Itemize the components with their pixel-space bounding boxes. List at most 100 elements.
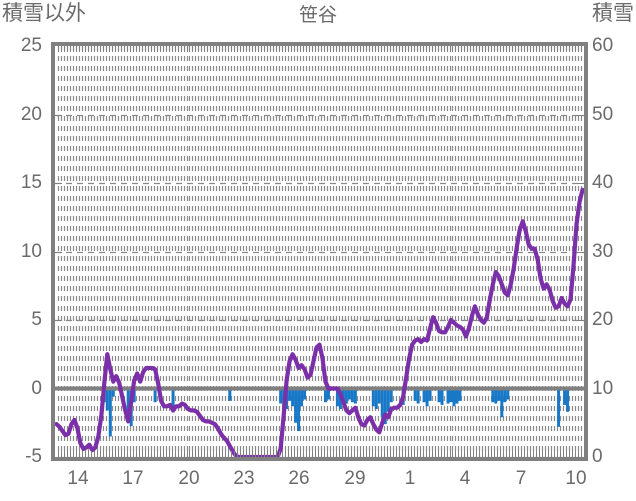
- x-tick-mark-bottom: [222, 451, 223, 457]
- x-tick-mark-top: [213, 46, 214, 52]
- x-tick-mark-bottom: [169, 451, 170, 457]
- y-tick-mark-right: [577, 320, 584, 321]
- x-tick-mark-top: [225, 46, 226, 52]
- x-tick-mark-bottom: [261, 451, 262, 457]
- x-tick-mark-bottom: [518, 451, 519, 457]
- x-tick-mark-bottom: [545, 451, 546, 457]
- x-axis-tick-label: 23: [233, 468, 255, 489]
- x-tick-mark-bottom: [578, 451, 579, 457]
- x-tick-mark-top: [530, 46, 531, 52]
- x-tick-mark-bottom: [563, 451, 564, 457]
- x-tick-mark-top: [417, 46, 418, 52]
- x-tick-mark-top: [441, 46, 442, 52]
- y-axis-left-tick-label: 10: [20, 240, 42, 262]
- x-tick-mark-bottom: [130, 451, 131, 457]
- x-tick-mark-bottom: [530, 451, 531, 457]
- x-tick-mark-top: [399, 46, 400, 52]
- x-tick-mark-top: [201, 46, 202, 52]
- x-tick-mark-bottom: [572, 451, 573, 457]
- x-tick-mark-bottom: [279, 451, 280, 457]
- y-tick-mark-left: [55, 183, 62, 184]
- x-tick-mark-top: [470, 46, 471, 52]
- x-tick-mark-bottom: [345, 451, 346, 457]
- x-tick-mark-bottom: [435, 451, 436, 457]
- x-tick-mark-top: [572, 46, 573, 52]
- x-tick-mark-top: [366, 46, 367, 52]
- x-tick-mark-top: [312, 46, 313, 52]
- x-tick-mark-bottom: [142, 451, 143, 457]
- x-tick-mark-top: [575, 46, 576, 52]
- x-tick-mark-top: [297, 46, 298, 52]
- x-tick-mark-top: [381, 46, 382, 52]
- x-tick-mark-bottom: [160, 451, 161, 457]
- x-tick-mark-top: [148, 46, 149, 52]
- x-tick-mark-top: [264, 46, 265, 52]
- x-tick-mark-top: [288, 46, 289, 52]
- y-tick-mark-right: [577, 115, 584, 116]
- x-tick-mark-top: [318, 46, 319, 52]
- x-tick-mark-top: [375, 46, 376, 52]
- x-tick-mark-bottom: [118, 451, 119, 457]
- x-tick-mark-top: [178, 46, 179, 52]
- x-tick-mark-bottom: [408, 451, 409, 457]
- x-tick-mark-top: [273, 46, 274, 52]
- x-tick-mark-top: [408, 46, 409, 52]
- x-tick-mark-top: [378, 46, 379, 52]
- x-tick-mark-bottom: [342, 451, 343, 457]
- x-tick-mark-bottom: [423, 451, 424, 457]
- x-tick-mark-top: [79, 46, 80, 52]
- x-tick-mark-top: [414, 46, 415, 52]
- x-tick-mark-bottom: [414, 451, 415, 457]
- x-tick-mark-top: [450, 46, 451, 52]
- x-tick-mark-top: [438, 46, 439, 52]
- x-tick-mark-top: [342, 46, 343, 52]
- x-tick-mark-top: [476, 46, 477, 52]
- x-tick-mark-top: [234, 46, 235, 52]
- x-tick-mark-bottom: [381, 451, 382, 457]
- x-tick-mark-top: [491, 46, 492, 52]
- x-tick-mark-top: [70, 46, 71, 52]
- x-tick-mark-top: [467, 46, 468, 52]
- x-tick-mark-top: [324, 46, 325, 52]
- x-tick-mark-top: [58, 46, 59, 52]
- x-tick-mark-top: [127, 46, 128, 52]
- x-tick-mark-top: [249, 46, 250, 52]
- x-tick-mark-bottom: [210, 451, 211, 457]
- x-tick-mark-top: [76, 46, 77, 52]
- x-tick-mark-top: [432, 46, 433, 52]
- x-tick-mark-top: [228, 46, 229, 52]
- x-tick-mark-top: [133, 46, 134, 52]
- x-tick-mark-bottom: [426, 451, 427, 457]
- x-tick-mark-bottom: [234, 451, 235, 457]
- x-tick-mark-bottom: [339, 451, 340, 457]
- x-tick-mark-bottom: [351, 451, 352, 457]
- y-axis-right-tick-label: 20: [592, 309, 614, 330]
- y-axis-left-tick-label: 0: [31, 377, 42, 399]
- x-tick-mark-top: [184, 46, 185, 52]
- x-tick-mark-top: [210, 46, 211, 52]
- x-tick-mark-bottom: [452, 451, 453, 457]
- x-tick-mark-top: [563, 46, 564, 52]
- y-tick-mark-left: [55, 389, 62, 390]
- x-tick-mark-top: [291, 46, 292, 52]
- x-tick-mark-top: [357, 46, 358, 52]
- x-tick-mark-top: [351, 46, 352, 52]
- x-tick-mark-top: [354, 46, 355, 52]
- x-tick-mark-top: [542, 46, 543, 52]
- x-tick-mark-bottom: [243, 451, 244, 457]
- x-tick-mark-bottom: [115, 451, 116, 457]
- x-tick-mark-bottom: [157, 451, 158, 457]
- x-tick-mark-bottom: [282, 451, 283, 457]
- x-tick-mark-bottom: [58, 451, 59, 457]
- x-tick-mark-bottom: [360, 451, 361, 457]
- y-axis-left-tick-label: 20: [20, 103, 42, 125]
- x-tick-mark-bottom: [387, 451, 388, 457]
- x-tick-mark-bottom: [112, 451, 113, 457]
- x-tick-mark-bottom: [294, 451, 295, 457]
- x-tick-mark-bottom: [411, 451, 412, 457]
- x-tick-mark-top: [85, 46, 86, 52]
- x-tick-mark-bottom: [240, 451, 241, 457]
- x-tick-mark-bottom: [375, 451, 376, 457]
- x-tick-mark-top: [303, 46, 304, 52]
